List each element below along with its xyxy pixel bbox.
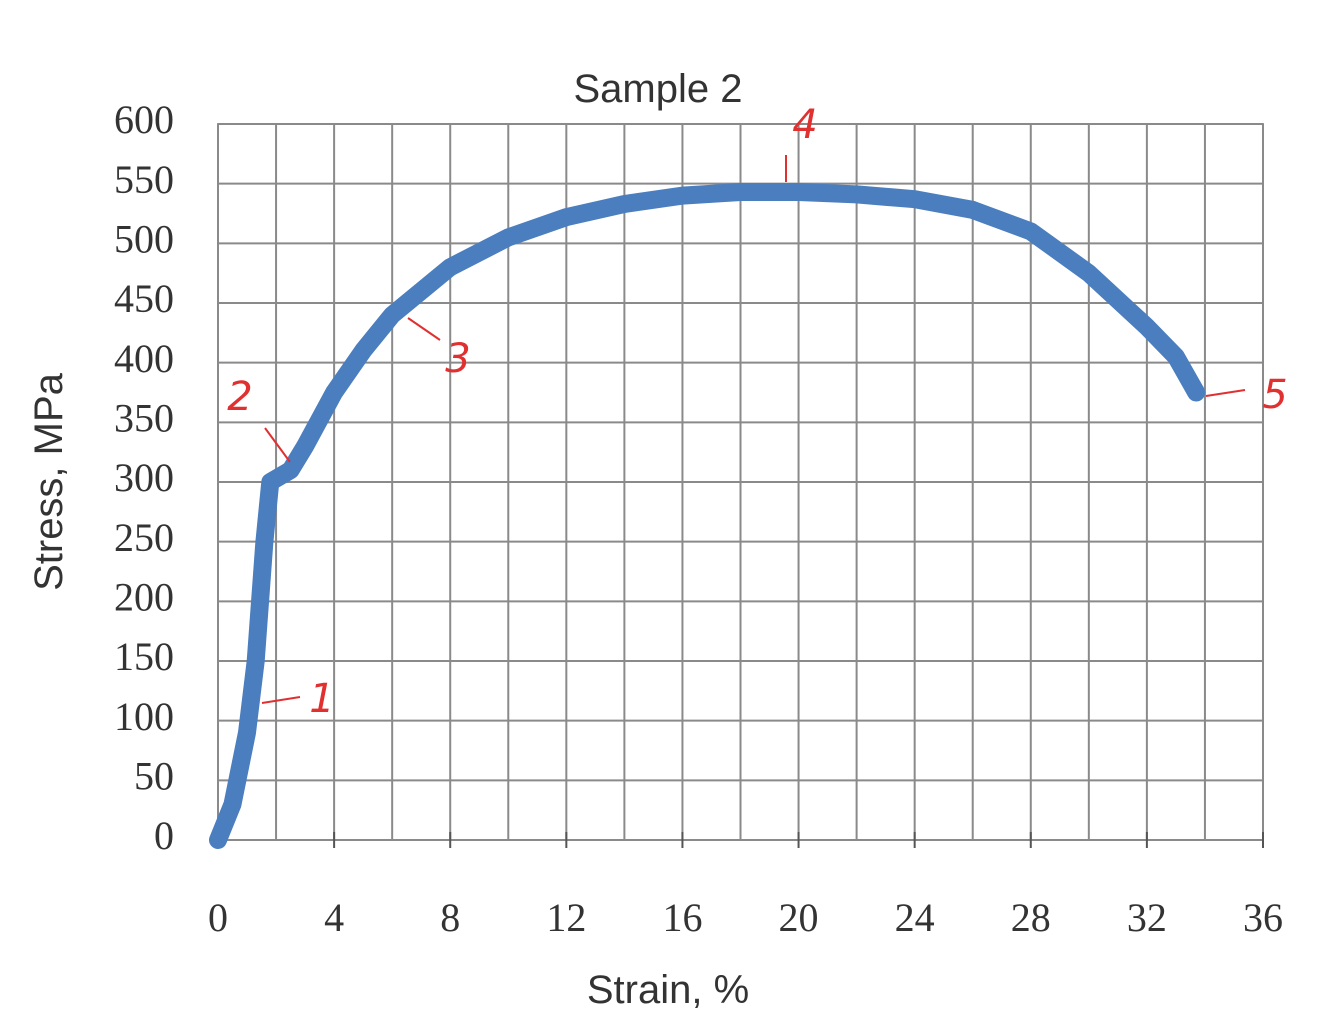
y-tick-label: 450	[114, 276, 174, 321]
annotation-stroke	[407, 317, 441, 341]
x-tick-label: 0	[208, 895, 228, 940]
annotation: 1	[309, 676, 334, 722]
annotation: 2	[227, 374, 252, 420]
x-tick-label: 28	[1011, 895, 1051, 940]
y-axis-label: Stress, MPa	[27, 372, 71, 591]
x-tick-label: 36	[1243, 895, 1283, 940]
chart-title: Sample 2	[574, 67, 743, 111]
y-tick-label: 400	[114, 336, 174, 381]
y-tick-label: 150	[114, 634, 174, 679]
x-tick-label: 16	[662, 895, 702, 940]
annotation-stroke	[1205, 389, 1246, 397]
x-tick-label: 20	[779, 895, 819, 940]
y-tick-label: 0	[154, 813, 174, 858]
annotation: 3	[445, 336, 470, 382]
grid	[217, 123, 1264, 848]
annotation: 4	[792, 102, 817, 148]
plot	[209, 183, 1206, 849]
y-tick-label: 200	[114, 575, 174, 620]
x-tick-label: 4	[324, 895, 344, 940]
x-tick-label: 32	[1127, 895, 1167, 940]
x-axis-label: Strain, %	[587, 968, 749, 1012]
y-tick-label: 100	[114, 694, 174, 739]
y-tick-label: 300	[114, 455, 174, 500]
x-tick-label: 24	[895, 895, 935, 940]
y-tick-label: 500	[114, 217, 174, 262]
x-tick-label: 12	[546, 895, 586, 940]
y-tick-label: 350	[114, 396, 174, 441]
x-tick-label: 8	[440, 895, 460, 940]
y-tick-label: 600	[114, 97, 174, 142]
y-tick-label: 50	[134, 754, 174, 799]
annotation: 5	[1262, 372, 1287, 418]
annotation-stroke	[261, 696, 301, 704]
y-tick-label: 250	[114, 515, 174, 560]
data-line	[209, 183, 1206, 849]
annotation-stroke	[264, 427, 291, 463]
y-tick-label: 550	[114, 157, 174, 202]
